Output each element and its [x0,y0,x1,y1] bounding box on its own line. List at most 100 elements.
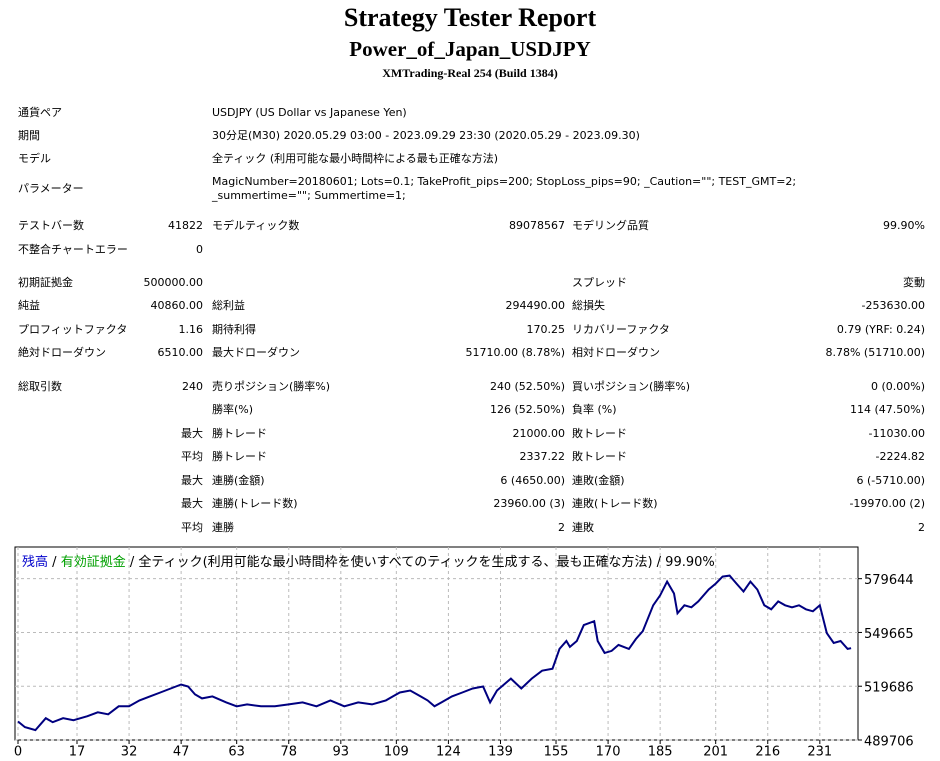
stat-label: 相対ドローダウン [572,346,660,359]
stat-label: リカバリーファクタ [572,323,670,336]
x-tick-label: 63 [228,745,245,760]
stat-label: 敗トレード [572,450,627,463]
stat-label: モデルティック数 [212,219,300,232]
stat-label: 純益 [18,299,40,312]
stat-label: 連敗(トレード数) [572,497,658,510]
x-tick-label: 231 [807,745,832,760]
stat-value: 89078567 [509,219,565,232]
stat-label: 勝率(%) [212,403,254,416]
legend-separator: / [130,555,135,570]
stat-value: 変動 [903,276,925,289]
stat-label: 総損失 [572,299,605,312]
x-tick-label: 93 [333,745,350,760]
stat-value: 6 (4650.00) [500,474,565,487]
stat-value: 40860.00 [150,299,204,312]
stat-value: 51710.00 (8.78%) [465,346,565,359]
stat-label: 売りポジション(勝率%) [212,380,331,393]
stat-value: 最大 [181,427,203,440]
y-tick-label: 549665 [864,627,914,642]
report-build: XMTrading-Real 254 (Build 1384) [382,66,558,80]
y-tick-label: 489706 [864,735,914,750]
stat-value: 240 [182,380,203,393]
legend-text: 残高 / 有効証拠金 / 全ティック(利用可能な最小時間枠を使いすべてのティック… [22,554,715,570]
stat-value: 最大 [181,497,203,510]
x-tick-label: 32 [121,745,138,760]
stat-value: 500000.00 [143,276,204,289]
info-label: モデル [18,152,51,165]
stat-value: 1.16 [178,323,204,336]
stat-value: -19970.00 (2) [849,497,925,510]
x-tick-label: 185 [648,745,673,760]
stat-label: 初期証拠金 [18,276,73,289]
stat-label: プロフィットファクタ [18,323,128,336]
stat-label: 最大ドローダウン [212,346,300,359]
stat-value: 294490.00 [505,299,566,312]
stat-value: 0 (0.00%) [870,380,925,393]
stat-label: 期待利得 [212,323,256,336]
stat-label: 買いポジション(勝率%) [572,380,691,393]
stat-label: 勝トレード [212,450,267,463]
stat-label: 連勝 [212,521,234,534]
stat-label: 負率 (%) [572,403,617,416]
stat-value: 126 (52.50%) [489,403,565,416]
report-subtitle: Power_of_Japan_USDJPY [349,37,591,61]
stat-value: 41822 [168,219,203,232]
stat-value: -2224.82 [875,450,925,463]
x-tick-label: 201 [703,745,728,760]
report-title: Strategy Tester Report [343,3,597,32]
info-value: USDJPY (US Dollar vs Japanese Yen) [212,106,407,119]
stat-value: 平均 [181,450,203,463]
info-label: パラメーター [18,182,84,195]
y-tick-label: 579644 [864,573,914,588]
x-tick-label: 47 [173,745,190,760]
stat-value: -253630.00 [861,299,925,312]
stat-value: 99.90% [883,219,925,232]
stat-value: 0 [196,243,203,256]
stat-value: 最大 [181,474,203,487]
stat-value: 2 [918,521,925,534]
x-tick-label: 0 [14,745,22,760]
stat-value: -11030.00 [868,427,925,440]
x-tick-label: 155 [544,745,569,760]
stat-label: 連敗 [572,521,594,534]
stat-value: 0.79 (YRF: 0.24) [836,323,925,336]
stat-label: 総利益 [212,299,245,312]
legend-equity: 有効証拠金 [61,554,126,570]
stat-value: 23960.00 (3) [493,497,565,510]
stat-label: 総取引数 [18,380,62,393]
stat-value: 240 (52.50%) [489,380,565,393]
x-tick-label: 17 [69,745,86,760]
stat-label: 連敗(金額) [572,474,625,487]
stat-label: 連勝(金額) [212,474,265,487]
stat-label: 連勝(トレード数) [212,497,298,510]
stat-label: 絶対ドローダウン [18,346,106,359]
info-label: 期間 [18,129,40,142]
info-label: 通貨ペア [18,106,62,119]
y-tick-label: 519686 [864,681,914,696]
stat-value: 114 (47.50%) [849,403,925,416]
legend-description: 全ティック(利用可能な最小時間枠を使いすべてのティックを生成する、最も正確な方法… [138,554,714,570]
stat-label: 不整合チャートエラー [18,243,128,256]
stat-value: 8.78% (51710.00) [825,346,925,359]
x-tick-label: 124 [436,745,461,760]
balance-line [17,574,852,732]
stat-value: 6510.00 [157,346,204,359]
info-value: 全ティック (利用可能な最小時間枠による最も正確な方法) [212,152,499,165]
x-tick-label: 109 [384,745,409,760]
stat-value: 2 [558,521,565,534]
x-tick-label: 170 [596,745,621,760]
stat-value: 平均 [181,521,203,534]
info-value: MagicNumber=20180601; Lots=0.1; TakeProf… [212,175,797,202]
legend-balance: 残高 [22,554,48,570]
stat-value: 2337.22 [519,450,566,463]
stat-value: 21000.00 [512,427,566,440]
stat-label: テストバー数 [18,219,84,232]
stat-label: モデリング品質 [572,219,649,232]
x-tick-label: 139 [488,745,513,760]
stat-label: 敗トレード [572,427,627,440]
info-value: 30分足(M30) 2020.05.29 03:00 - 2023.09.29 … [212,129,640,142]
x-tick-label: 78 [280,745,297,760]
plot-frame [14,546,859,741]
